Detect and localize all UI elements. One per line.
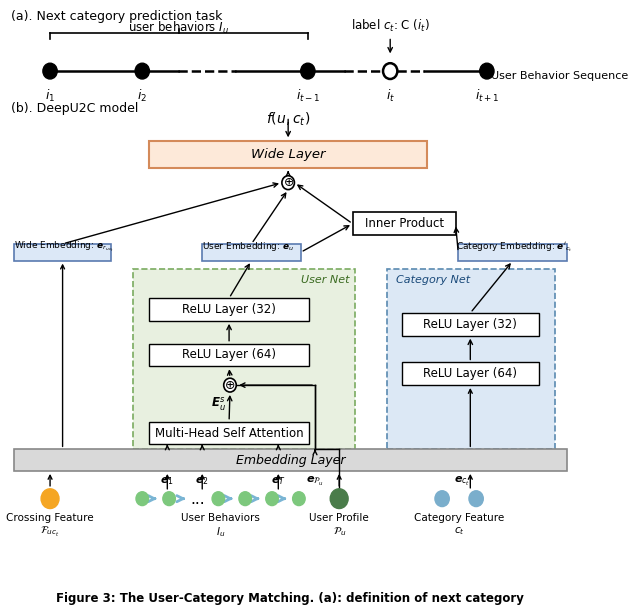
Circle shape [282, 176, 294, 189]
Text: Wide Embedding: $\boldsymbol{e}_{r_{uc_t}}$: Wide Embedding: $\boldsymbol{e}_{r_{uc_t… [14, 240, 114, 254]
Circle shape [435, 491, 449, 507]
Circle shape [266, 492, 278, 506]
Text: User Profile: User Profile [309, 514, 369, 523]
Text: $i_1$: $i_1$ [45, 88, 55, 104]
Text: (b). DeepU2C model: (b). DeepU2C model [11, 102, 138, 115]
Text: $\boldsymbol{e}_1$: $\boldsymbol{e}_1$ [161, 475, 174, 487]
Text: $\oplus$: $\oplus$ [282, 176, 294, 189]
Text: Figure 3: The User-Category Matching. (a): definition of next category: Figure 3: The User-Category Matching. (a… [56, 592, 524, 605]
Circle shape [43, 63, 57, 79]
Text: $I_u$: $I_u$ [216, 525, 225, 539]
Circle shape [480, 63, 494, 79]
Circle shape [330, 489, 348, 509]
Bar [14, 244, 111, 260]
Text: $i_t$: $i_t$ [386, 88, 395, 104]
Circle shape [135, 63, 149, 79]
Bar [202, 244, 301, 260]
Bar [149, 298, 308, 321]
Circle shape [301, 63, 315, 79]
Circle shape [212, 492, 225, 506]
Circle shape [136, 492, 148, 506]
Text: ReLU Layer (32): ReLU Layer (32) [182, 303, 276, 316]
Text: $\boldsymbol{e}_T$: $\boldsymbol{e}_T$ [271, 475, 285, 487]
Text: $i_{t+1}$: $i_{t+1}$ [475, 88, 499, 104]
Bar [353, 212, 456, 235]
Text: ReLU Layer (32): ReLU Layer (32) [424, 318, 517, 331]
Text: $\boldsymbol{e}_{\mathcal{P}_u}$: $\boldsymbol{e}_{\mathcal{P}_u}$ [306, 475, 324, 488]
Circle shape [239, 492, 252, 506]
Text: Category Embedding: $\boldsymbol{e}'_{c_t}$: Category Embedding: $\boldsymbol{e}'_{c_… [456, 240, 573, 254]
Text: Category Feature: Category Feature [414, 514, 504, 523]
Circle shape [224, 378, 236, 392]
Text: (a). Next category prediction task: (a). Next category prediction task [11, 10, 222, 23]
Bar [149, 344, 308, 367]
Text: $f(u,c_t)$: $f(u,c_t)$ [266, 110, 310, 128]
Text: $c_t$: $c_t$ [454, 525, 465, 537]
Text: $i_{t-1}$: $i_{t-1}$ [296, 88, 320, 104]
Circle shape [292, 492, 305, 506]
Circle shape [383, 63, 397, 79]
Text: ReLU Layer (64): ReLU Layer (64) [182, 348, 276, 362]
Text: Category Net: Category Net [396, 274, 470, 285]
Circle shape [469, 491, 483, 507]
Text: ReLU Layer (64): ReLU Layer (64) [423, 367, 517, 380]
Bar [149, 141, 427, 168]
Text: $i_2$: $i_2$ [137, 88, 147, 104]
Text: User Behavior Sequence: User Behavior Sequence [492, 71, 628, 81]
Text: $\boldsymbol{e}_2$: $\boldsymbol{e}_2$ [195, 475, 209, 487]
Circle shape [41, 489, 59, 509]
Bar [458, 244, 568, 260]
Text: $\boldsymbol{e}_{c_t}$: $\boldsymbol{e}_{c_t}$ [454, 475, 470, 488]
Text: $\mathcal{F}_{uc_t}$: $\mathcal{F}_{uc_t}$ [40, 525, 60, 540]
Text: $\boldsymbol{E}_u^s$: $\boldsymbol{E}_u^s$ [211, 396, 226, 413]
Text: Inner Product: Inner Product [365, 217, 444, 230]
Bar [14, 449, 568, 471]
Bar [149, 422, 308, 444]
Text: label $c_t$: C ($i_t$): label $c_t$: C ($i_t$) [351, 18, 429, 34]
Text: Embedding Layer: Embedding Layer [236, 453, 346, 467]
Circle shape [163, 492, 175, 506]
Text: user behaviors $I_u$: user behaviors $I_u$ [129, 20, 230, 36]
Text: ...: ... [191, 492, 205, 507]
Text: Crossing Feature: Crossing Feature [6, 514, 94, 523]
Text: Wide Layer: Wide Layer [251, 148, 325, 161]
Bar [402, 362, 539, 385]
Text: User Behaviors: User Behaviors [181, 514, 260, 523]
Bar [387, 268, 555, 449]
Text: $\mathcal{P}_u$: $\mathcal{P}_u$ [333, 525, 346, 538]
Text: Multi-Head Self Attention: Multi-Head Self Attention [155, 427, 303, 439]
Text: $\oplus$: $\oplus$ [225, 379, 236, 392]
Bar [402, 313, 539, 336]
Text: User Net: User Net [301, 274, 350, 285]
Bar [133, 268, 355, 449]
Text: User Embedding: $\boldsymbol{e}_u$: User Embedding: $\boldsymbol{e}_u$ [202, 240, 294, 253]
